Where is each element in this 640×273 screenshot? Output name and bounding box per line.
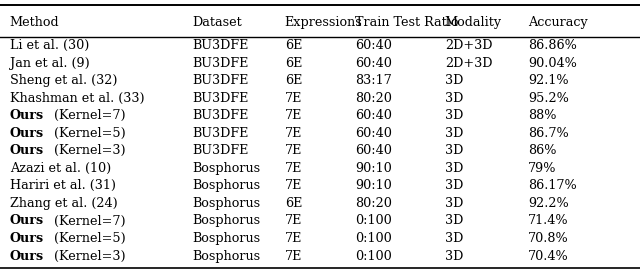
Text: 2D+3D: 2D+3D bbox=[445, 57, 492, 70]
Text: (Kernel=5): (Kernel=5) bbox=[54, 232, 125, 245]
Text: Bosphorus: Bosphorus bbox=[192, 250, 260, 263]
Text: 86%: 86% bbox=[528, 144, 557, 157]
Text: 80:20: 80:20 bbox=[355, 92, 392, 105]
Text: 7E: 7E bbox=[285, 215, 302, 227]
Text: 3D: 3D bbox=[445, 74, 463, 87]
Text: Azazi et al. (10): Azazi et al. (10) bbox=[10, 162, 111, 175]
Text: 7E: 7E bbox=[285, 92, 302, 105]
Text: Jan et al. (9): Jan et al. (9) bbox=[10, 57, 90, 70]
Text: (Kernel=3): (Kernel=3) bbox=[54, 144, 125, 157]
Text: 71.4%: 71.4% bbox=[528, 215, 568, 227]
Text: 7E: 7E bbox=[285, 232, 302, 245]
Text: Sheng et al. (32): Sheng et al. (32) bbox=[10, 74, 117, 87]
Text: 83:17: 83:17 bbox=[355, 74, 392, 87]
Text: Bosphorus: Bosphorus bbox=[192, 232, 260, 245]
Text: 3D: 3D bbox=[445, 232, 463, 245]
Text: Expressions: Expressions bbox=[285, 16, 362, 29]
Text: 60:40: 60:40 bbox=[355, 39, 392, 52]
Text: (Kernel=7): (Kernel=7) bbox=[54, 109, 125, 122]
Text: BU3DFE: BU3DFE bbox=[192, 92, 248, 105]
Text: 0:100: 0:100 bbox=[355, 250, 392, 263]
Text: Khashman et al. (33): Khashman et al. (33) bbox=[10, 92, 144, 105]
Text: 70.4%: 70.4% bbox=[528, 250, 569, 263]
Text: 6E: 6E bbox=[285, 197, 302, 210]
Text: 90:10: 90:10 bbox=[355, 179, 392, 192]
Text: 7E: 7E bbox=[285, 109, 302, 122]
Text: Bosphorus: Bosphorus bbox=[192, 197, 260, 210]
Text: Ours: Ours bbox=[10, 144, 44, 157]
Text: 86.7%: 86.7% bbox=[528, 127, 569, 140]
Text: BU3DFE: BU3DFE bbox=[192, 127, 248, 140]
Text: BU3DFE: BU3DFE bbox=[192, 39, 248, 52]
Text: Method: Method bbox=[10, 16, 60, 29]
Text: 0:100: 0:100 bbox=[355, 215, 392, 227]
Text: 60:40: 60:40 bbox=[355, 109, 392, 122]
Text: 6E: 6E bbox=[285, 74, 302, 87]
Text: 3D: 3D bbox=[445, 197, 463, 210]
Text: 60:40: 60:40 bbox=[355, 127, 392, 140]
Text: Accuracy: Accuracy bbox=[528, 16, 588, 29]
Text: 3D: 3D bbox=[445, 144, 463, 157]
Text: 3D: 3D bbox=[445, 92, 463, 105]
Text: Ours: Ours bbox=[10, 232, 44, 245]
Text: Bosphorus: Bosphorus bbox=[192, 179, 260, 192]
Text: 3D: 3D bbox=[445, 250, 463, 263]
Text: Zhang et al. (24): Zhang et al. (24) bbox=[10, 197, 117, 210]
Text: Bosphorus: Bosphorus bbox=[192, 162, 260, 175]
Text: 90.04%: 90.04% bbox=[528, 57, 577, 70]
Text: BU3DFE: BU3DFE bbox=[192, 144, 248, 157]
Text: 60:40: 60:40 bbox=[355, 144, 392, 157]
Text: 3D: 3D bbox=[445, 109, 463, 122]
Text: Ours: Ours bbox=[10, 127, 44, 140]
Text: 92.2%: 92.2% bbox=[528, 197, 569, 210]
Text: (Kernel=5): (Kernel=5) bbox=[54, 127, 125, 140]
Text: 7E: 7E bbox=[285, 250, 302, 263]
Text: 80:20: 80:20 bbox=[355, 197, 392, 210]
Text: 3D: 3D bbox=[445, 215, 463, 227]
Text: Dataset: Dataset bbox=[192, 16, 242, 29]
Text: 88%: 88% bbox=[528, 109, 557, 122]
Text: Li et al. (30): Li et al. (30) bbox=[10, 39, 89, 52]
Text: 7E: 7E bbox=[285, 179, 302, 192]
Text: 6E: 6E bbox=[285, 57, 302, 70]
Text: Hariri et al. (31): Hariri et al. (31) bbox=[10, 179, 116, 192]
Text: 7E: 7E bbox=[285, 162, 302, 175]
Text: 70.8%: 70.8% bbox=[528, 232, 569, 245]
Text: 2D+3D: 2D+3D bbox=[445, 39, 492, 52]
Text: BU3DFE: BU3DFE bbox=[192, 74, 248, 87]
Text: 6E: 6E bbox=[285, 39, 302, 52]
Text: 95.2%: 95.2% bbox=[528, 92, 569, 105]
Text: 3D: 3D bbox=[445, 127, 463, 140]
Text: BU3DFE: BU3DFE bbox=[192, 57, 248, 70]
Text: Ours: Ours bbox=[10, 215, 44, 227]
Text: 3D: 3D bbox=[445, 162, 463, 175]
Text: Ours: Ours bbox=[10, 109, 44, 122]
Text: 86.86%: 86.86% bbox=[528, 39, 577, 52]
Text: 7E: 7E bbox=[285, 144, 302, 157]
Text: (Kernel=3): (Kernel=3) bbox=[54, 250, 125, 263]
Text: 79%: 79% bbox=[528, 162, 557, 175]
Text: 92.1%: 92.1% bbox=[528, 74, 568, 87]
Text: 3D: 3D bbox=[445, 179, 463, 192]
Text: Ours: Ours bbox=[10, 250, 44, 263]
Text: 90:10: 90:10 bbox=[355, 162, 392, 175]
Text: Modality: Modality bbox=[445, 16, 502, 29]
Text: Train Test Ratio: Train Test Ratio bbox=[355, 16, 459, 29]
Text: 0:100: 0:100 bbox=[355, 232, 392, 245]
Text: Bosphorus: Bosphorus bbox=[192, 215, 260, 227]
Text: 60:40: 60:40 bbox=[355, 57, 392, 70]
Text: BU3DFE: BU3DFE bbox=[192, 109, 248, 122]
Text: (Kernel=7): (Kernel=7) bbox=[54, 215, 125, 227]
Text: 86.17%: 86.17% bbox=[528, 179, 577, 192]
Text: 7E: 7E bbox=[285, 127, 302, 140]
